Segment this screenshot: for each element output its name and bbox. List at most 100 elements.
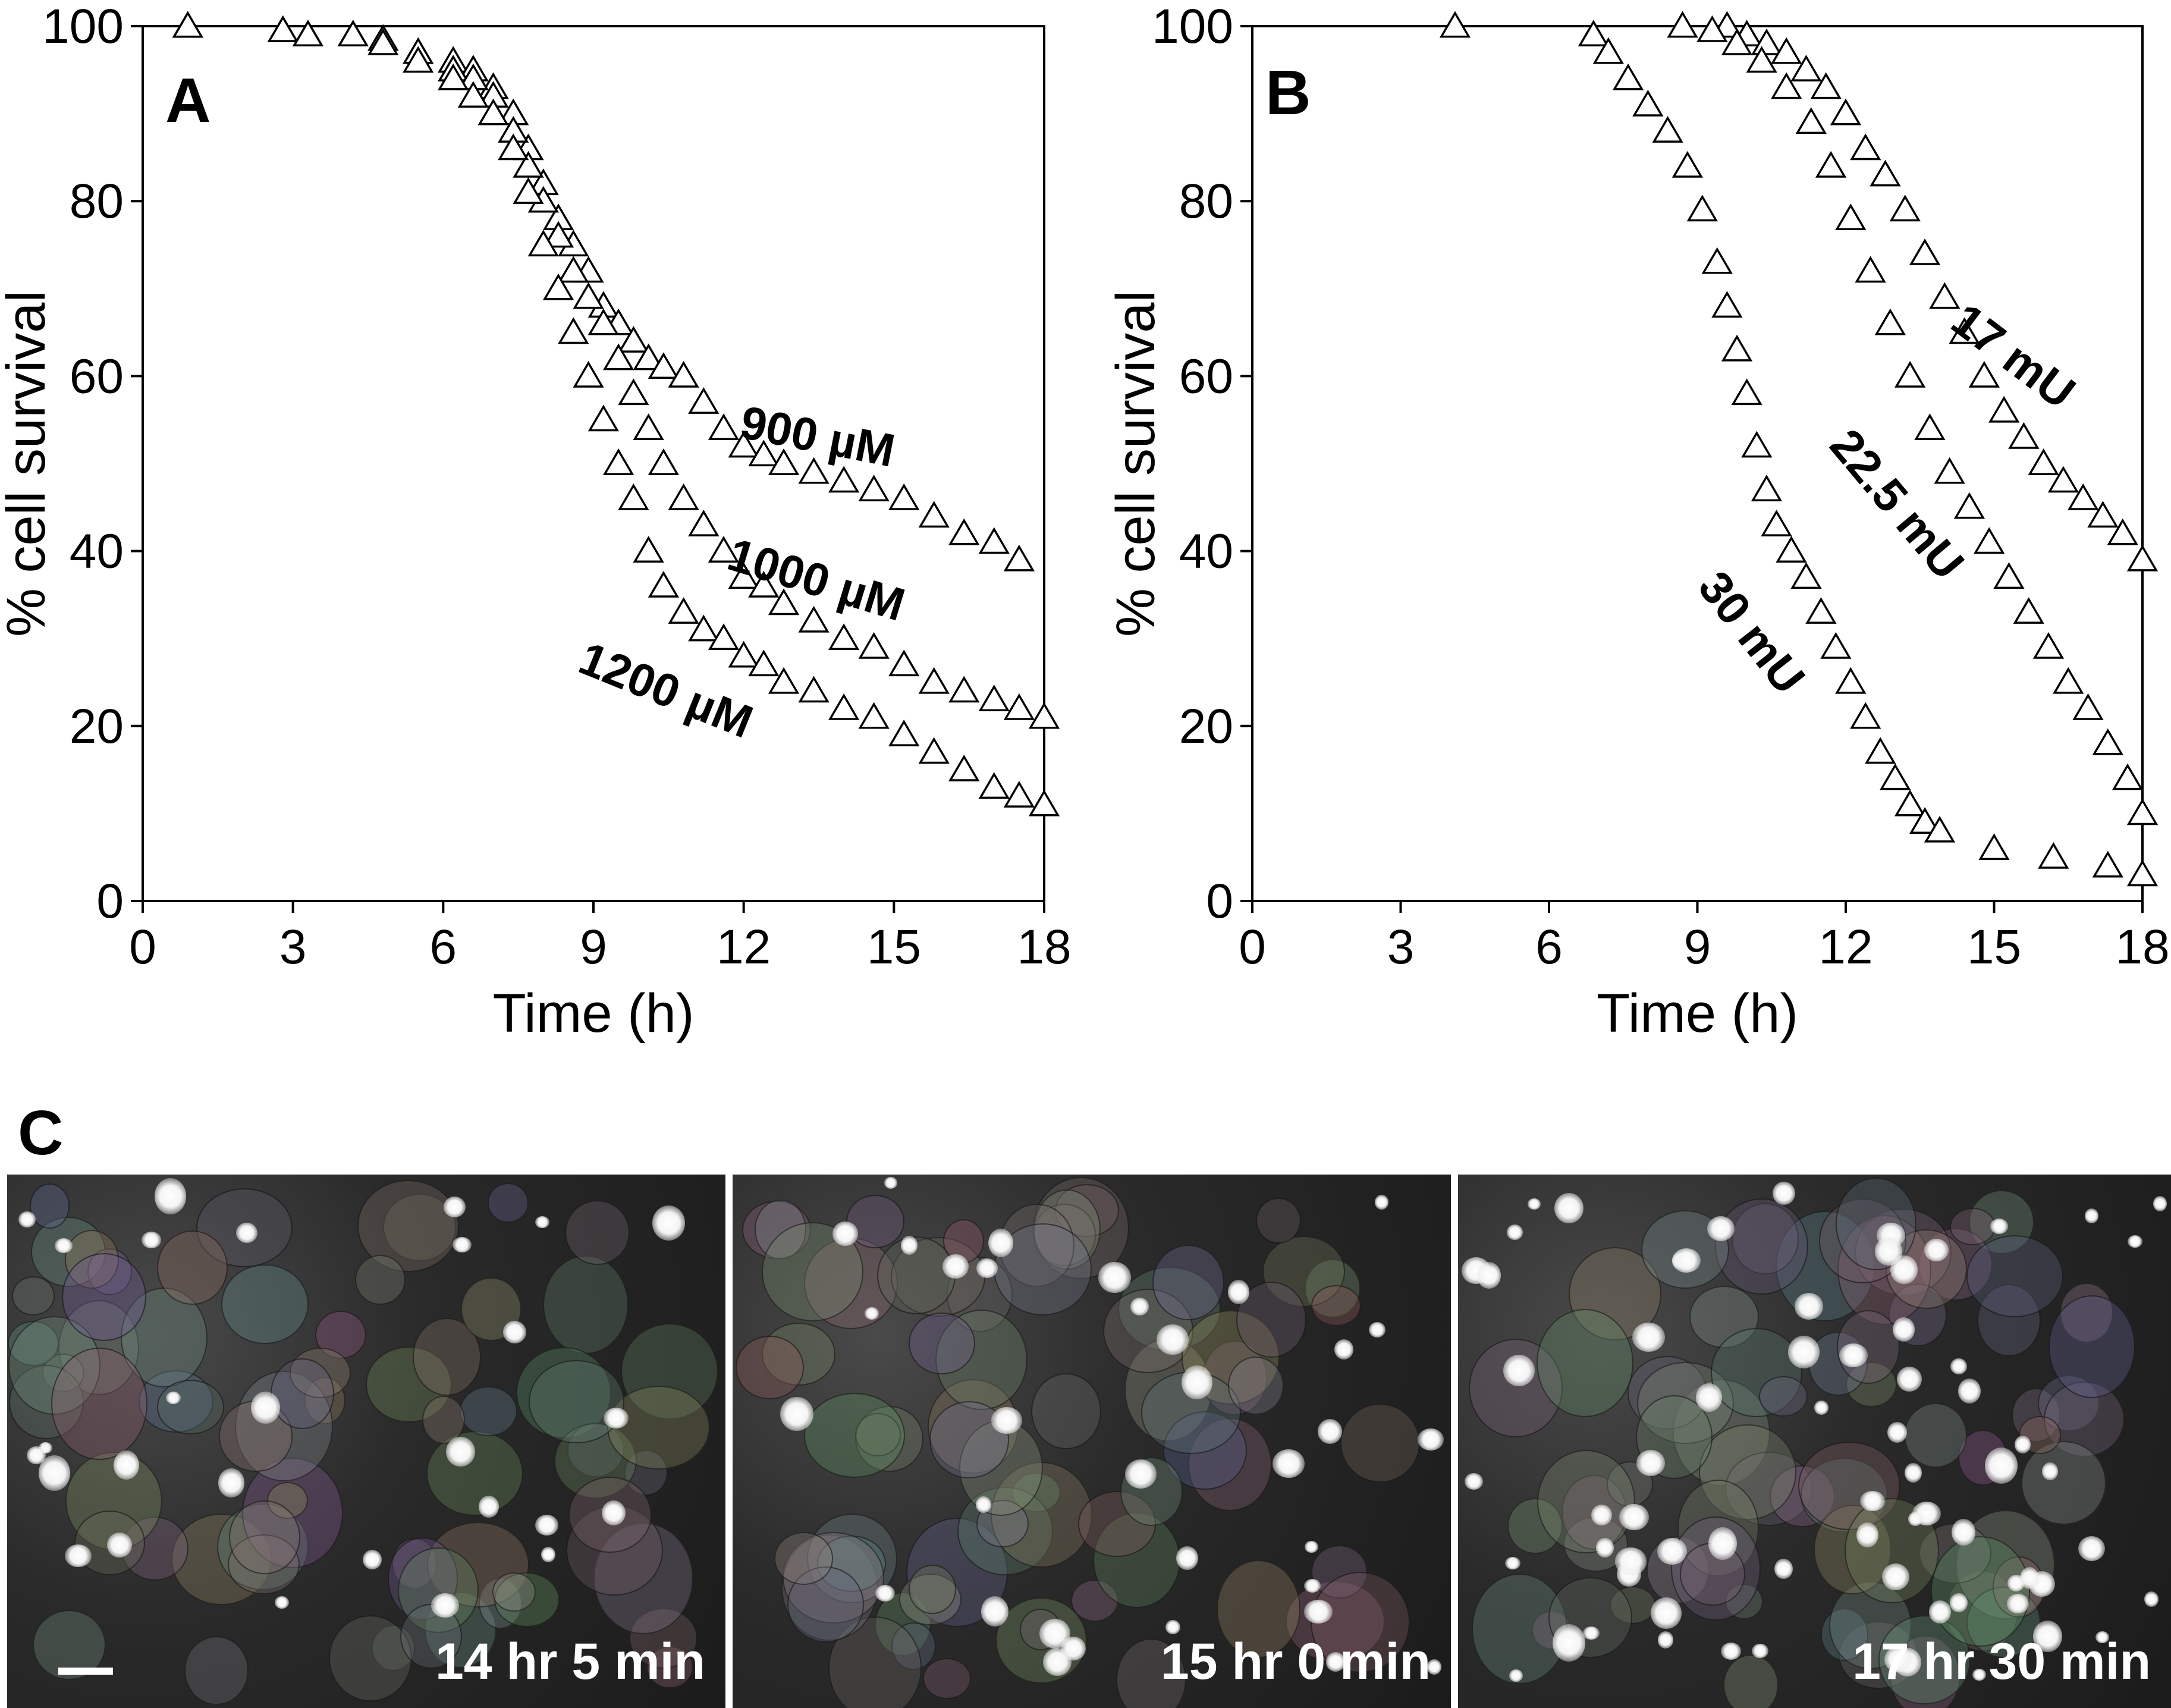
bright-nucleus: [1228, 1280, 1250, 1305]
bright-nucleus: [988, 1228, 1014, 1258]
cell-body: [422, 1396, 465, 1445]
bright-nucleus: [884, 1176, 898, 1189]
data-point: [978, 772, 1010, 799]
bright-nucleus: [1708, 1527, 1737, 1561]
cell-body: [803, 1392, 906, 1478]
bright-nucleus: [991, 1407, 1022, 1434]
data-point: [798, 605, 830, 633]
data-point: [1612, 63, 1644, 90]
data-point: [1632, 89, 1664, 117]
data-point: [1870, 159, 1901, 187]
x-tick-label: 9: [580, 920, 607, 974]
bright-nucleus: [652, 1205, 686, 1241]
bright-nucleus: [541, 1547, 555, 1563]
data-point: [2008, 422, 2040, 449]
data-point: [513, 177, 544, 204]
x-tick-label: 9: [1684, 920, 1711, 974]
data-point: [1874, 308, 1906, 335]
data-point: [728, 640, 759, 668]
cell-body: [1311, 1285, 1362, 1327]
series-2: [172, 11, 1060, 817]
data-point: [1721, 334, 1753, 362]
cell-body: [1116, 1638, 1187, 1708]
y-tick-label: 60: [1179, 349, 1233, 403]
cell-body: [736, 1336, 804, 1400]
bright-nucleus: [1990, 1219, 2009, 1235]
bright-nucleus: [981, 1596, 1008, 1627]
x-tick-label: 3: [1387, 920, 1415, 974]
y-tick-label: 0: [1206, 874, 1233, 928]
bright-nucleus: [250, 1391, 280, 1424]
data-point: [798, 457, 830, 484]
cell-body: [1256, 1198, 1302, 1244]
data-point: [513, 150, 544, 178]
bright-nucleus: [1896, 1366, 1922, 1392]
data-point: [1850, 133, 1881, 161]
data-point: [1578, 20, 1609, 47]
bright-nucleus: [446, 1436, 475, 1467]
data-point: [587, 404, 619, 432]
bright-nucleus: [864, 1307, 879, 1320]
data-point: [1988, 395, 2020, 423]
data-point: [457, 81, 489, 108]
cell-body: [565, 1200, 630, 1266]
plot-frame: [142, 25, 1045, 902]
cell-body: [460, 1386, 517, 1437]
data-point: [888, 649, 920, 677]
data-point: [948, 676, 980, 703]
bright-nucleus: [1839, 1343, 1868, 1368]
x-tick-label: 0: [1239, 920, 1266, 974]
data-point: [367, 28, 399, 55]
scale-bar: [58, 1668, 113, 1675]
data-point: [858, 632, 890, 659]
bright-nucleus: [1972, 1669, 1986, 1681]
x-axis-title: Time (h): [492, 983, 694, 1044]
data-point: [618, 326, 649, 353]
data-point: [768, 448, 800, 475]
cell-body: [1759, 1376, 1808, 1417]
data-point: [688, 509, 720, 536]
bright-nucleus: [1098, 1262, 1131, 1293]
bright-nucleus: [1305, 1541, 1318, 1553]
cell-body: [460, 1277, 521, 1342]
data-point: [602, 448, 634, 475]
y-tick-label: 80: [70, 174, 124, 228]
frame-time-label: 17 hr 30 min: [1852, 1633, 2151, 1690]
data-point: [1949, 317, 1980, 344]
series-label: 17 mU: [1942, 293, 2085, 419]
y-tick-label: 40: [70, 525, 124, 579]
bright-nucleus: [901, 1236, 918, 1255]
data-point: [1929, 282, 1961, 309]
bright-nucleus: [1893, 1317, 1915, 1342]
bright-nucleus: [1707, 1216, 1735, 1242]
bright-nucleus: [1788, 1335, 1820, 1368]
bright-nucleus: [1875, 1237, 1902, 1266]
bright-nucleus: [2033, 1620, 2063, 1653]
y-tick-label: 60: [70, 349, 124, 403]
data-point: [1003, 781, 1035, 808]
data-point: [1790, 562, 1822, 589]
data-point: [1835, 667, 1867, 694]
data-point: [1741, 431, 1773, 458]
data-point: [618, 378, 649, 406]
bright-nucleus: [1772, 1181, 1795, 1205]
bright-nucleus: [875, 1584, 896, 1602]
data-point: [527, 230, 559, 257]
data-point: [2072, 693, 2104, 720]
bright-nucleus: [18, 1211, 36, 1228]
bright-nucleus: [1752, 1643, 1768, 1659]
cell-body: [2021, 1441, 2106, 1525]
bright-nucleus: [2015, 1435, 2031, 1453]
data-point: [728, 431, 759, 458]
data-point: [768, 667, 800, 694]
micrograph-frame-1: 14 hr 5 min: [7, 1175, 725, 1708]
bright-nucleus: [942, 1254, 969, 1279]
data-point: [602, 343, 634, 371]
cell-body: [228, 1500, 300, 1574]
x-tick-label: 15: [867, 920, 921, 974]
data-point: [948, 754, 980, 781]
bright-nucleus: [1720, 1643, 1741, 1660]
data-point: [688, 614, 720, 642]
data-point: [1850, 702, 1881, 729]
bright-nucleus: [1505, 1556, 1521, 1569]
